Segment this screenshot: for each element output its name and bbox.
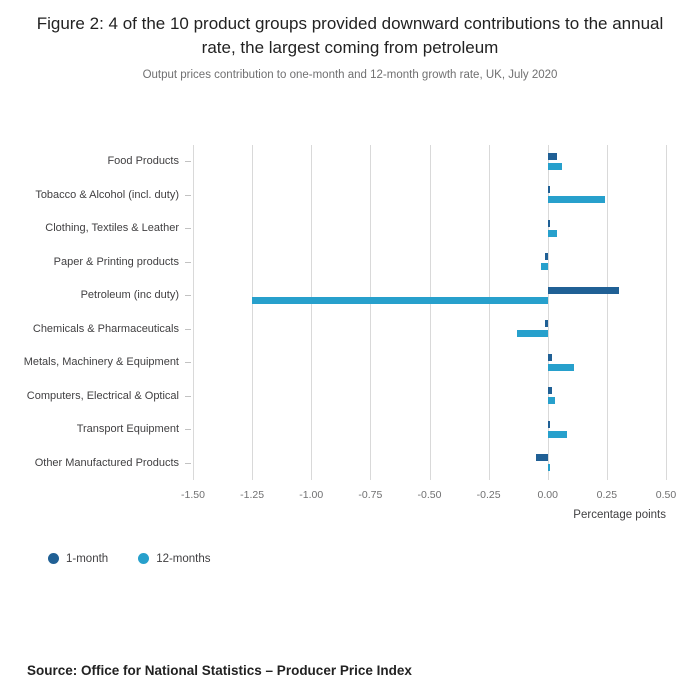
y-axis-tick bbox=[185, 328, 191, 330]
x-axis-tick-labels: -1.50 -1.25 -1.00 -0.75 -0.50 -0.25 0.00 0.25 0.… bbox=[181, 488, 676, 503]
gridline bbox=[252, 144, 254, 480]
bar-12-months bbox=[547, 397, 555, 405]
category-label: Chemicals & Pharmaceuticals bbox=[32, 322, 179, 335]
y-axis-tick bbox=[185, 395, 191, 397]
x-axis-label: Percentage points bbox=[573, 508, 666, 521]
bar-group bbox=[193, 178, 666, 212]
y-axis-tick bbox=[185, 228, 191, 230]
chart-row: Transport Equipment bbox=[0, 413, 666, 447]
y-axis-tick bbox=[185, 161, 191, 163]
chart-row: Food Products bbox=[0, 145, 666, 179]
bar-1-month bbox=[547, 152, 558, 160]
bar-1-month bbox=[535, 454, 548, 462]
gridline bbox=[606, 144, 608, 480]
chart-row: Chemicals & Pharmaceuticals bbox=[0, 312, 666, 346]
bar-1-month bbox=[547, 186, 551, 194]
category-label: Tobacco & Alcohol (incl. duty) bbox=[35, 188, 179, 201]
source-note: Source: Office for National Statistics –… bbox=[27, 663, 412, 678]
x-tick-label: 0.50 bbox=[655, 488, 677, 501]
category-label: Computers, Electrical & Optical bbox=[26, 389, 179, 402]
x-tick-label: -1.50 bbox=[181, 488, 205, 501]
plot-area bbox=[193, 144, 667, 480]
bar-group bbox=[193, 446, 666, 480]
bar-12-months bbox=[547, 162, 562, 170]
bar-group bbox=[193, 413, 666, 447]
bar-12-months bbox=[547, 363, 574, 371]
bar-1-month bbox=[547, 286, 619, 294]
bar-group bbox=[193, 312, 666, 346]
x-tick-label: -1.00 bbox=[299, 488, 324, 501]
bar-12-months bbox=[252, 296, 548, 304]
category-label: Metals, Machinery & Equipment bbox=[23, 356, 179, 369]
bar-group bbox=[193, 245, 666, 279]
bar-1-month bbox=[545, 320, 548, 328]
bar-group bbox=[193, 346, 666, 380]
y-axis-tick bbox=[185, 362, 191, 364]
bar-group bbox=[193, 279, 666, 313]
bar-12-months bbox=[547, 464, 551, 472]
y-axis-tick bbox=[185, 261, 191, 263]
legend-label: 1-month bbox=[66, 552, 109, 565]
page-title: Figure 2: 4 of the 10 product groups pro… bbox=[36, 14, 664, 57]
bar-group bbox=[193, 379, 666, 413]
contribution-bar-chart: Food Products Tobacco & Alcohol (incl. du… bbox=[0, 144, 700, 537]
bar-12-months bbox=[547, 229, 558, 237]
gridline bbox=[666, 144, 667, 480]
bar-1-month bbox=[545, 253, 548, 261]
category-label: Food Products bbox=[107, 155, 179, 168]
gridline bbox=[547, 144, 549, 480]
category-label: Clothing, Textiles & Leather bbox=[45, 222, 179, 235]
chart-legend: 1-month 12-months bbox=[48, 553, 700, 565]
bar-12-months bbox=[540, 263, 548, 271]
page-subtitle: Output prices contribution to one-month … bbox=[142, 68, 558, 81]
x-tick-label: -1.25 bbox=[240, 488, 265, 501]
x-tick-label: -0.75 bbox=[358, 488, 383, 501]
category-label: Transport Equipment bbox=[76, 423, 179, 436]
bar-1-month bbox=[547, 219, 551, 227]
bar-1-month bbox=[547, 420, 551, 428]
legend-item-12-months[interactable]: 12-months bbox=[138, 552, 211, 565]
gridline bbox=[488, 144, 490, 480]
bar-12-months bbox=[517, 330, 548, 338]
gridline bbox=[370, 144, 372, 480]
category-label: Paper & Printing products bbox=[53, 255, 179, 268]
bar-12-months bbox=[547, 430, 567, 438]
legend-label: 12-months bbox=[156, 552, 211, 565]
x-tick-label: -0.50 bbox=[417, 488, 442, 501]
category-label: Petroleum (inc duty) bbox=[80, 289, 179, 302]
bar-12-months bbox=[547, 196, 605, 204]
chart-row: Tobacco & Alcohol (incl. duty) bbox=[0, 178, 666, 212]
chart-row: Metals, Machinery & Equipment bbox=[0, 346, 666, 380]
y-axis-tick bbox=[185, 462, 191, 464]
legend-dot-icon bbox=[138, 553, 150, 565]
legend-item-1-month[interactable]: 1-month bbox=[48, 553, 108, 565]
gridline bbox=[193, 144, 194, 480]
y-axis-tick bbox=[185, 429, 191, 431]
chart-row: Computers, Electrical & Optical bbox=[0, 379, 666, 413]
bar-group bbox=[193, 212, 666, 246]
x-tick-label: 0.00 bbox=[537, 488, 558, 501]
chart-rows: Food Products Tobacco & Alcohol (incl. du… bbox=[0, 145, 666, 480]
gridline bbox=[429, 144, 431, 480]
bar-1-month bbox=[547, 387, 553, 395]
gridline bbox=[311, 144, 313, 480]
y-axis-tick bbox=[185, 295, 191, 297]
category-label: Other Manufactured Products bbox=[34, 456, 179, 469]
chart-row: Clothing, Textiles & Leather bbox=[0, 212, 666, 246]
chart-row: Paper & Printing products bbox=[0, 245, 666, 279]
chart-row: Petroleum (inc duty) bbox=[0, 279, 666, 313]
chart-row: Other Manufactured Products bbox=[0, 446, 666, 480]
legend-dot-icon bbox=[48, 553, 59, 565]
x-tick-label: -0.25 bbox=[476, 488, 501, 501]
y-axis-tick bbox=[185, 194, 191, 196]
x-tick-label: 0.25 bbox=[596, 488, 618, 501]
bar-group bbox=[193, 145, 666, 179]
bar-1-month bbox=[547, 353, 553, 361]
